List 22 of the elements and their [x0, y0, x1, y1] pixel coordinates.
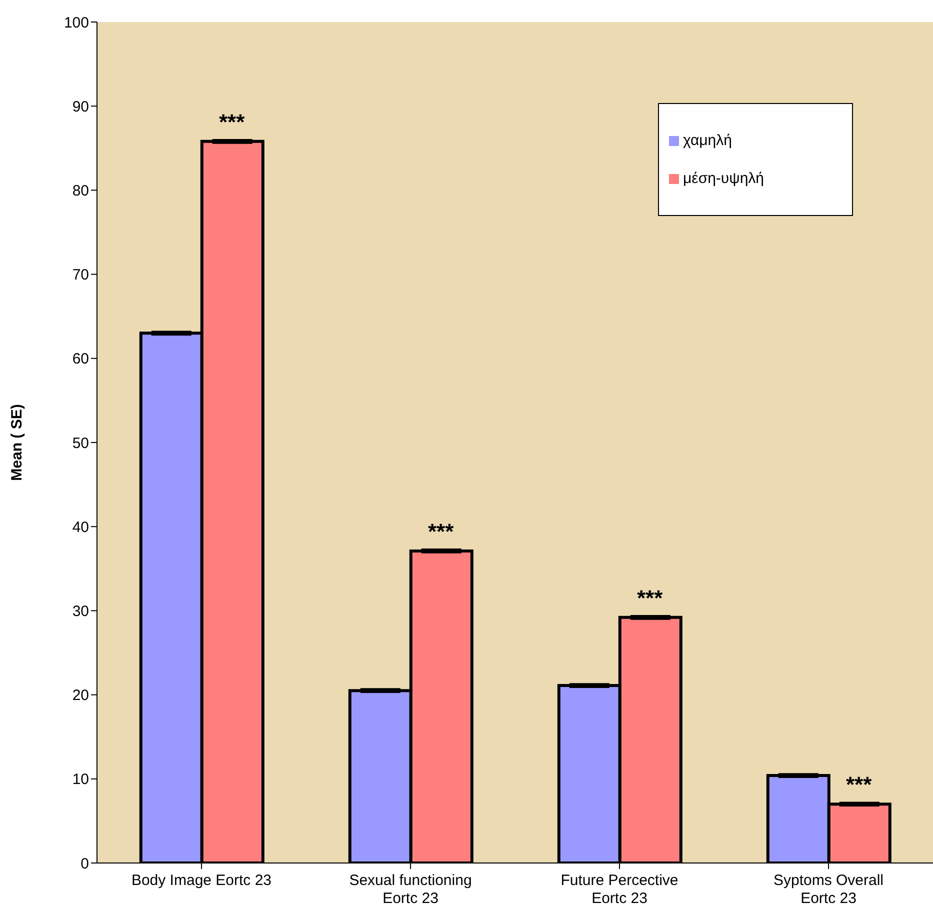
annotation: ***	[218, 109, 246, 134]
y-tick-label: 80	[72, 182, 89, 200]
y-tick-label: 100	[64, 14, 89, 32]
y-tick-label: 10	[72, 771, 89, 788]
y-tick-label: 20	[72, 687, 89, 704]
y-tick-label: 60	[72, 350, 89, 368]
x-tick-label: Sexual functioning Eortc 23	[349, 872, 472, 907]
y-tick-label: 30	[72, 603, 89, 620]
legend-label: μέση-υψηλή	[683, 170, 764, 187]
annotation: ***	[636, 585, 664, 610]
legend-label: χαμηλή	[683, 132, 732, 149]
x-tick-label: Syptoms Overall Eortc 23	[773, 872, 884, 907]
y-axis-title: Mean ( SE)	[8, 404, 26, 481]
y-tick-label: 40	[72, 518, 89, 536]
x-tick-label: Future Percective Eortc 23	[560, 872, 678, 907]
y-tick-label: 0	[80, 855, 89, 872]
annotation: ***	[846, 772, 872, 798]
annotation: ***	[428, 518, 454, 544]
y-tick-label: 50	[72, 434, 89, 452]
y-tick-label: 90	[72, 98, 89, 116]
y-tick-label: 70	[72, 266, 89, 284]
x-tick-label: Body Image Eortc 23	[131, 872, 272, 889]
